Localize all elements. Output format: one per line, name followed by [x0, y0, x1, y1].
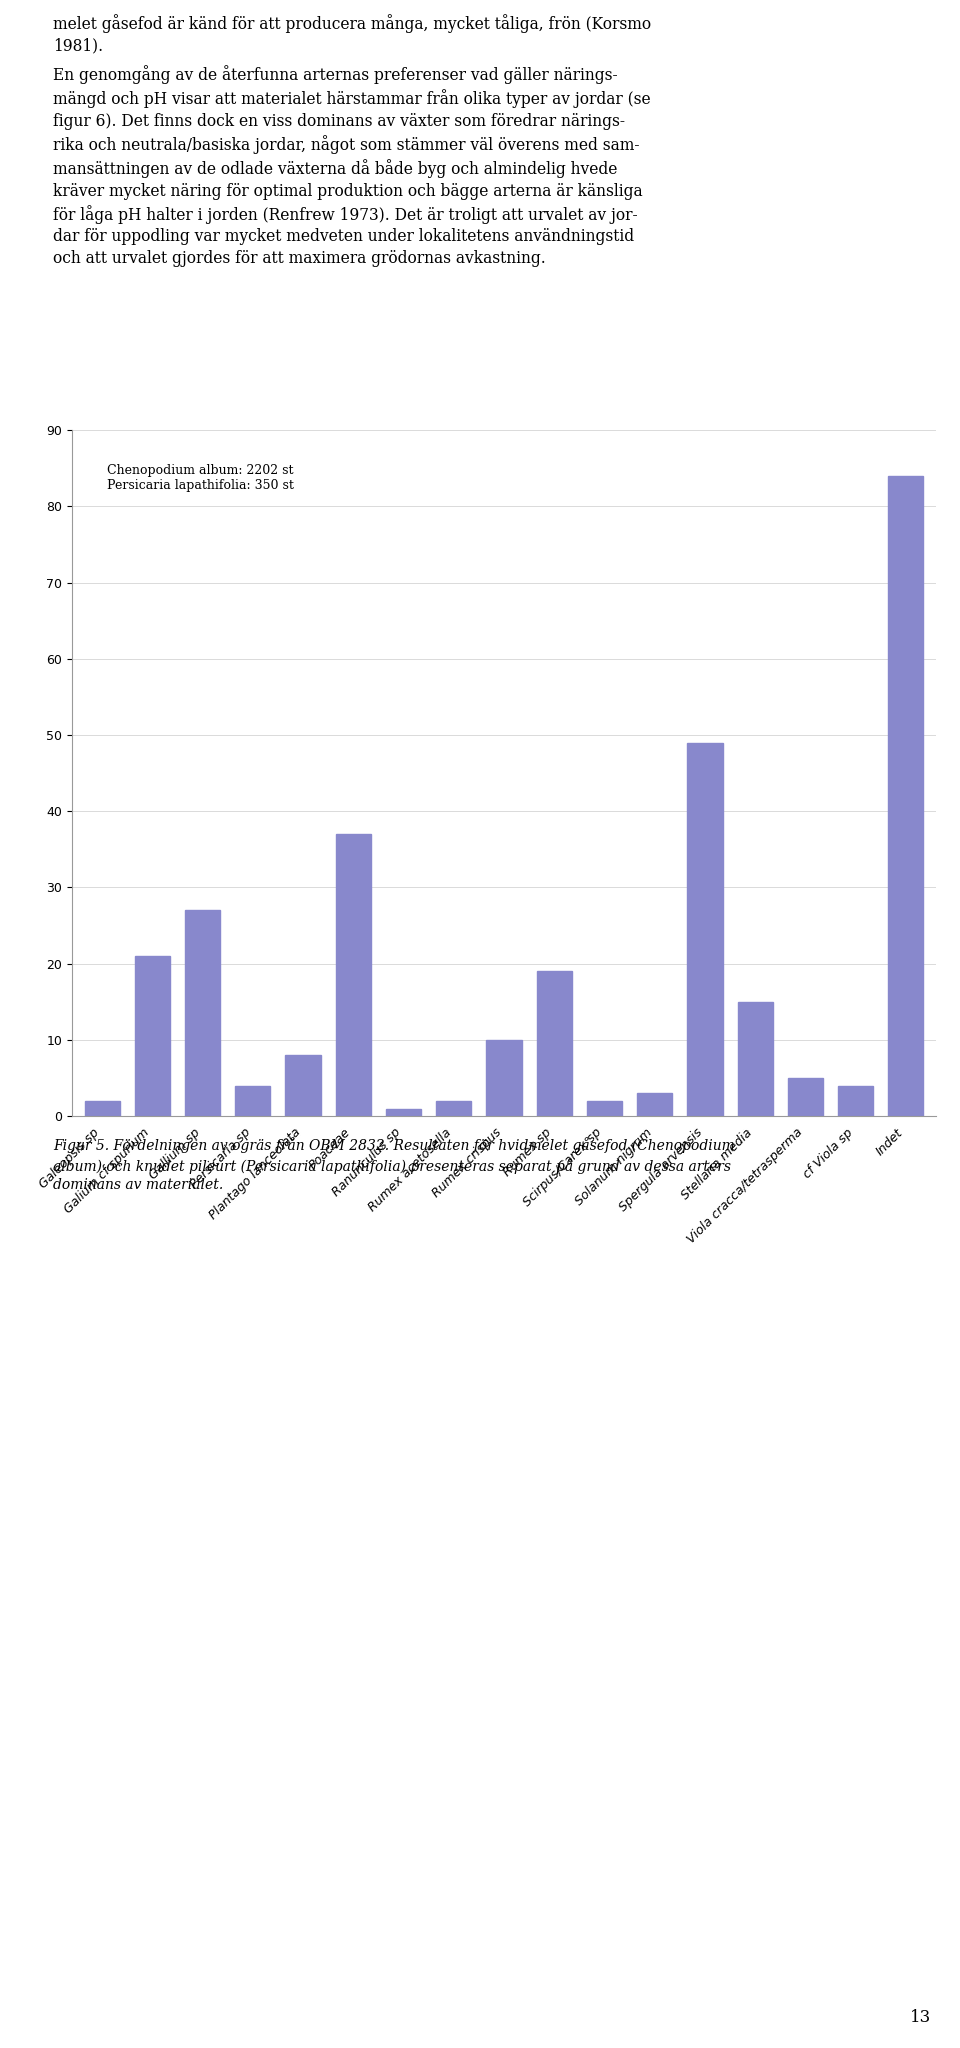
Bar	[185, 909, 220, 1116]
Text: En genomgång av de återfunna arternas preferenser vad gäller närings-
mängd och : En genomgång av de återfunna arternas pr…	[53, 66, 651, 266]
Bar	[84, 1102, 120, 1116]
Bar	[537, 971, 572, 1116]
Bar	[386, 1108, 421, 1116]
Bar	[235, 1085, 271, 1116]
Bar	[838, 1085, 874, 1116]
Bar	[788, 1077, 823, 1116]
Bar	[285, 1055, 321, 1116]
Bar	[436, 1102, 471, 1116]
Bar	[737, 1001, 773, 1116]
Text: 13: 13	[910, 2009, 931, 2025]
Text: melet gåsefod är känd för att producera många, mycket tåliga, frön (Korsmo
1981): melet gåsefod är känd för att producera …	[53, 14, 651, 55]
Text: Figur 5. Fördelningen av ogräs från OBM 2832. Resultaten för hvidmelet gåsefod (: Figur 5. Fördelningen av ogräs från OBM …	[53, 1137, 734, 1192]
Bar	[134, 956, 170, 1116]
Bar	[336, 834, 371, 1116]
Text: Chenopodium album: 2202 st
Persicaria lapathifolia: 350 st: Chenopodium album: 2202 st Persicaria la…	[107, 465, 294, 492]
Bar	[487, 1040, 521, 1116]
Bar	[587, 1102, 622, 1116]
Bar	[888, 475, 924, 1116]
Bar	[687, 743, 723, 1116]
Bar	[637, 1094, 672, 1116]
